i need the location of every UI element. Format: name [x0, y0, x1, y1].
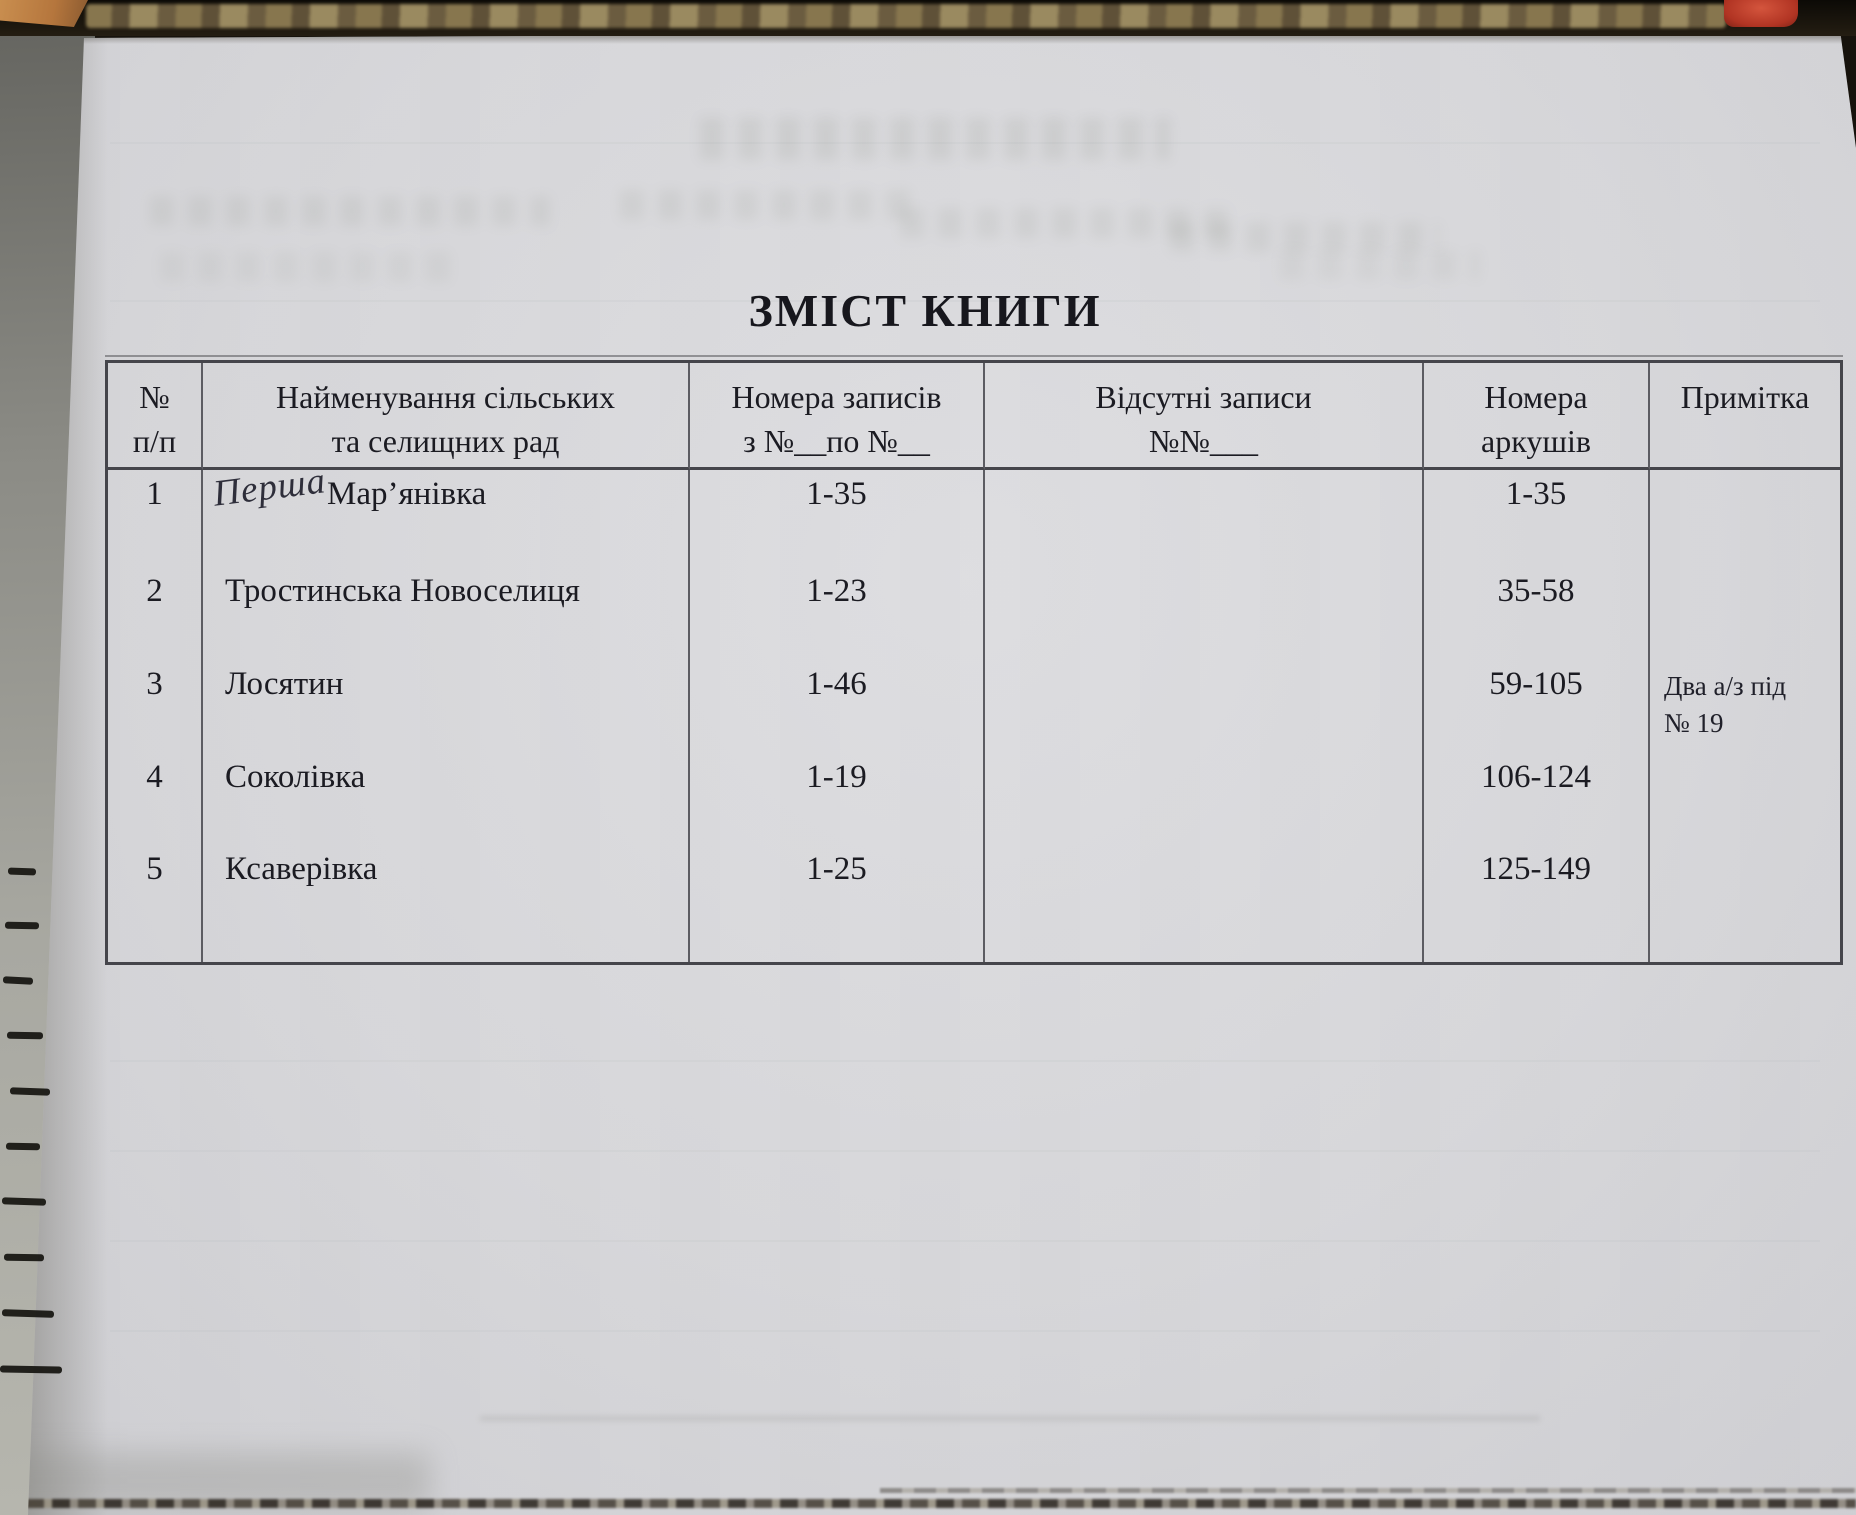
table-row-name: Лосятин: [203, 660, 690, 753]
row-num: 5: [108, 845, 203, 962]
sheets-range: 125-149: [1424, 845, 1650, 962]
table-row-name: Перша Мар’янівка: [203, 460, 690, 567]
header-line: Відсутні записи: [1095, 379, 1312, 415]
header-line: Найменування сільських: [276, 379, 615, 415]
bleed-through-artifact: [1280, 250, 1480, 280]
row-num: 3: [108, 660, 203, 753]
note-line: Два а/з під: [1664, 671, 1787, 701]
column-header-missing: Відсутні записи №№___: [985, 363, 1424, 470]
stitch-mark: [6, 1031, 44, 1040]
header-line: №: [139, 379, 170, 415]
table-row-name: Соколівка: [203, 753, 690, 845]
column-header-name: Найменування сільських та селищних рад: [203, 363, 690, 470]
table-row-name: Тростинська Новоселиця: [203, 567, 690, 660]
bleed-through-artifact: [150, 196, 550, 226]
bleed-through-artifact: [160, 252, 460, 282]
sheets-range: 59-105: [1424, 660, 1650, 753]
stitch-mark: [2, 976, 34, 985]
bottom-edge-shadow-line: [880, 1488, 1856, 1493]
book-pages-edge-texture: [86, 4, 1726, 28]
stitch-mark: [3, 1253, 45, 1262]
council-name: Мар’янівка: [327, 476, 487, 512]
bleed-through-artifact: [620, 190, 920, 220]
stitch-mark: [5, 1142, 41, 1151]
bleed-through-artifact: [900, 208, 1230, 238]
contents-table: № п/п Найменування сільських та селищних…: [105, 360, 1843, 965]
column-header-records: Номера записів з №__по №__: [690, 363, 985, 470]
column-header-num: № п/п: [108, 363, 203, 470]
stitch-mark: [1, 1197, 47, 1206]
contents-table-grid: № п/п Найменування сільських та селищних…: [108, 363, 1840, 962]
records-range: 1-25: [690, 845, 985, 962]
column-header-sheets: Номера аркушів: [1424, 363, 1650, 470]
bleed-through-line: [480, 1416, 1540, 1421]
records-range: 1-23: [690, 567, 985, 660]
council-name: Лосятин: [225, 666, 344, 702]
stitch-mark: [0, 1365, 63, 1374]
table-top-double-line: [105, 355, 1843, 357]
bleed-through-artifact: [700, 118, 1170, 160]
sheets-range: 1-35: [1424, 470, 1650, 567]
bleed-through-rule: [110, 1330, 1820, 1332]
stitch-mark: [1, 1309, 55, 1318]
stitch-mark: [7, 867, 37, 876]
header-line: аркушів: [1481, 423, 1591, 459]
records-range: 1-46: [690, 660, 985, 753]
bottom-page-edge-speckle: [28, 1499, 1856, 1508]
row-num: 4: [108, 753, 203, 845]
row-num: 1: [108, 470, 203, 567]
sheets-range: 35-58: [1424, 567, 1650, 660]
note-cell: [1650, 567, 1840, 660]
bleed-through-rule: [110, 1240, 1820, 1242]
council-name: Соколівка: [225, 759, 366, 795]
header-line: Номера: [1484, 379, 1588, 415]
red-cover-fragment: [1724, 0, 1798, 27]
table-row-name: Ксаверівка: [203, 845, 690, 962]
note-line: № 19: [1664, 708, 1724, 738]
missing-records: [985, 567, 1424, 660]
page-top-edge-shadow: [84, 36, 1844, 44]
records-range: 1-35: [690, 470, 985, 567]
bleed-through-rule: [110, 142, 1820, 144]
binding-stitches: [0, 0, 100, 1515]
missing-records: [985, 470, 1424, 567]
bleed-through-rule: [110, 1060, 1820, 1062]
records-range: 1-19: [690, 753, 985, 845]
row-num: 2: [108, 567, 203, 660]
missing-records: [985, 753, 1424, 845]
note-cell: [1650, 470, 1840, 567]
header-line: Номера записів: [731, 379, 942, 415]
header-line: п/п: [132, 423, 177, 459]
note-cell: [1650, 845, 1840, 962]
column-header-note: Примітка: [1650, 363, 1840, 470]
header-line: №№___: [1148, 423, 1259, 459]
header-line: та селищних рад: [331, 423, 560, 459]
page-title: ЗМІСТ КНИГИ: [748, 285, 1102, 336]
bleed-through-rule: [110, 1150, 1820, 1152]
bleed-through-artifact: [1170, 222, 1440, 252]
bleed-through-rule: [110, 300, 1820, 302]
note-cell: Два а/з під № 19: [1650, 660, 1840, 753]
missing-records: [985, 660, 1424, 753]
header-line: Примітка: [1680, 379, 1810, 415]
council-name: Тростинська Новоселиця: [225, 573, 580, 609]
sheets-range: 106-124: [1424, 753, 1650, 845]
header-line: з №__по №__: [743, 423, 930, 459]
missing-records: [985, 845, 1424, 962]
note-cell: [1650, 753, 1840, 845]
stitch-mark: [4, 921, 40, 930]
stitch-mark: [9, 1087, 51, 1096]
council-name: Ксаверівка: [225, 851, 378, 887]
